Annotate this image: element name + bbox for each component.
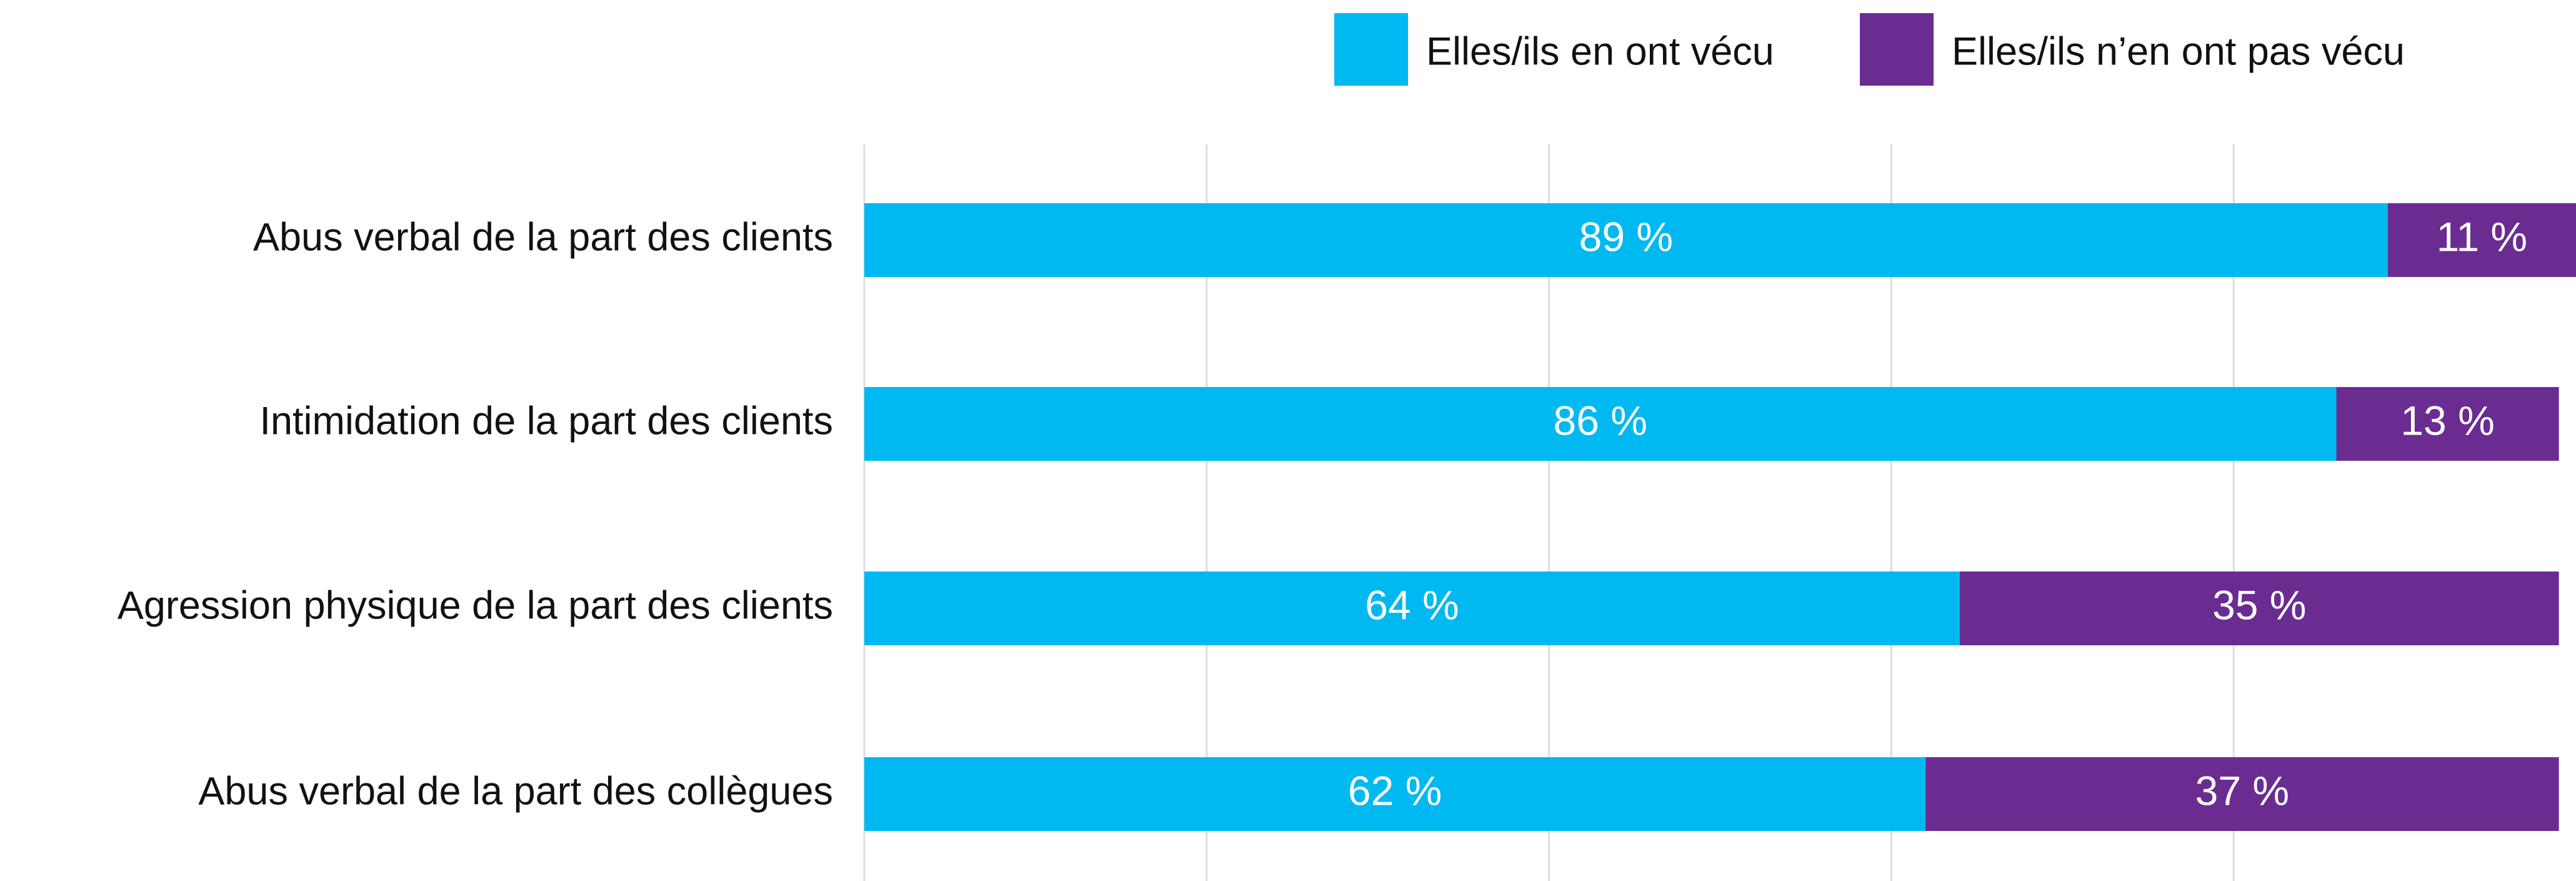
data-label: 35 % — [2212, 581, 2306, 628]
legend-label: Elles/ils en ont vécu — [1426, 30, 1774, 74]
category-label: Abus verbal de la part des collègues — [198, 770, 833, 813]
data-label: 11 % — [2437, 213, 2528, 259]
bar-segment — [864, 757, 1926, 831]
bar-segment — [864, 203, 2388, 277]
data-label: 86 % — [1554, 397, 1647, 443]
data-label: 62 % — [1348, 767, 1442, 813]
bar-segment — [1925, 757, 2559, 831]
category-label: Intimidation de la part des clients — [260, 400, 834, 443]
data-label: 13 % — [2400, 397, 2494, 443]
data-label: 37 % — [2195, 767, 2289, 813]
legend-label: Elles/ils n’en ont pas vécu — [1952, 30, 2405, 74]
data-label: 64 % — [1365, 581, 1459, 628]
category-label: Agression physique de la part des client… — [117, 584, 833, 628]
bar-segment — [2387, 203, 2576, 277]
legend-swatch — [1860, 13, 1934, 86]
bar-segment — [1959, 571, 2559, 645]
bar-segment — [864, 387, 2337, 461]
data-label: 89 % — [1579, 213, 1673, 259]
category-label: Abus verbal de la part des clients — [253, 216, 833, 259]
bar-segment — [2336, 387, 2559, 461]
legend-swatch — [1334, 13, 1408, 86]
bar-segment — [864, 571, 1960, 645]
